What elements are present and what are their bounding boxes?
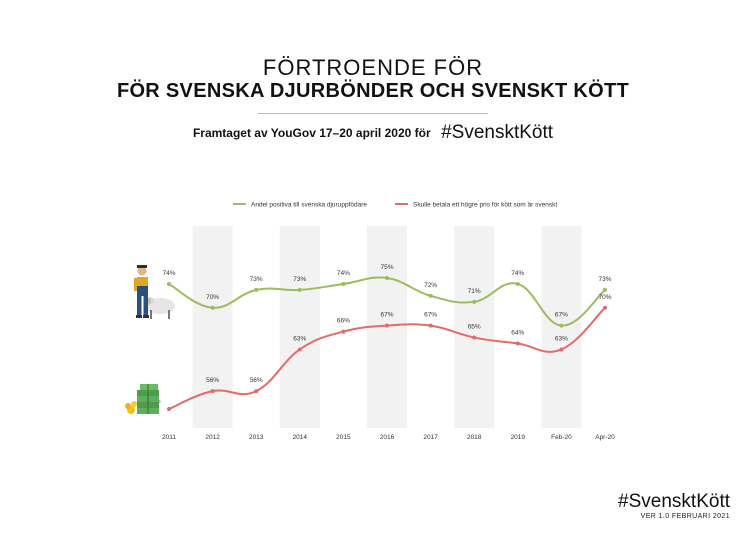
data-label-s0-2019: 74%: [511, 270, 524, 277]
data-label-s0-2011: 74%: [162, 270, 175, 277]
brand-block: #SvensktKött VER 1.0 FEBRUARI 2021: [618, 491, 730, 520]
data-point-s0-2012: [210, 305, 215, 310]
data-label-s1-2013: 56%: [250, 377, 263, 384]
data-label-s0-2016: 75%: [380, 264, 393, 271]
data-label-s1-2019: 64%: [511, 330, 524, 337]
data-point-s0-2019: [515, 281, 520, 286]
data-point-s1-2015: [341, 329, 346, 334]
data-point-s0-2017: [428, 293, 433, 298]
data-label-s0-2018: 71%: [468, 288, 481, 295]
data-point-s0-2011: [167, 281, 171, 286]
data-point-s0-Apr-20: [603, 287, 607, 292]
subtitle-row: Framtaget av YouGov 17–20 april 2020 för…: [0, 122, 746, 144]
x-tick-2015: 2015: [336, 434, 351, 441]
data-point-s1-2019: [515, 341, 520, 346]
shaded-band-2014: [279, 226, 320, 428]
data-point-s0-2013: [254, 287, 259, 292]
chart-title-line2: FÖR SVENSKA DJURBÖNDER OCH SVENSKT KÖTT: [116, 80, 630, 102]
legend-label-1: Skulle betala ett högre pris för kött so…: [413, 202, 557, 209]
data-label-s0-Apr-20: 73%: [598, 276, 611, 283]
x-tick-2018: 2018: [467, 434, 482, 441]
data-label-s0-2012: 70%: [206, 294, 219, 301]
data-label-s1-2015: 66%: [337, 318, 350, 325]
data-points: [167, 276, 607, 411]
data-point-s1-2012: [210, 389, 215, 394]
x-axis-ticks: 2011 2012 2013 2014 2015 2016 2017 2018 2019 Feb-…: [162, 434, 615, 441]
subtitle-hashtag: #SvensktKött: [441, 122, 554, 143]
x-tick-2012: 2012: [205, 434, 220, 441]
footer-hashtag: #SvensktKött: [618, 491, 730, 512]
data-point-s0-2018: [472, 299, 477, 304]
x-tick-Apr-20: Apr-20: [595, 434, 615, 441]
data-point-s0-2014: [297, 287, 302, 292]
data-point-s1-Feb-20: [559, 347, 564, 352]
data-label-s1-Apr-20: 70%: [598, 294, 611, 301]
data-label-s0-2017: 72%: [424, 282, 437, 289]
x-tick-2016: 2016: [380, 434, 395, 441]
legend: Andel positiva till svenska djuruppfödar…: [233, 202, 557, 209]
data-label-s1-2018: 65%: [468, 324, 481, 331]
data-point-s0-Feb-20: [559, 323, 564, 328]
version-label: VER 1.0 FEBRUARI 2021: [640, 513, 730, 520]
chart-title-line1: FÖRTROENDE FÖR: [262, 55, 484, 80]
x-tick-2013: 2013: [249, 434, 264, 441]
data-label-s1-2012: 56%: [206, 377, 219, 384]
data-point-s1-2014: [297, 347, 302, 352]
data-label-s1-2017: 67%: [424, 312, 437, 319]
data-point-s1-2018: [472, 335, 477, 340]
data-point-s1-2011: [167, 407, 171, 411]
data-point-s0-2015: [341, 281, 346, 286]
data-point-s0-2016: [385, 276, 389, 280]
x-tick-Feb-20: Feb-20: [551, 434, 572, 441]
data-point-s1-2013: [254, 389, 259, 394]
data-label-s0-2015: 74%: [337, 270, 350, 277]
shaded-band-2018: [454, 226, 495, 428]
x-tick-2019: 2019: [511, 434, 526, 441]
data-point-s1-2017: [428, 323, 433, 328]
x-tick-2017: 2017: [423, 434, 438, 441]
x-tick-2014: 2014: [293, 434, 308, 441]
data-label-s1-2014: 63%: [293, 335, 306, 342]
data-label-s1-Feb-20: 63%: [555, 335, 568, 342]
data-label-s0-Feb-20: 67%: [555, 312, 568, 319]
data-label-s0-2013: 73%: [250, 276, 263, 283]
money-stack-icon: [125, 384, 159, 414]
data-label-s0-2014: 73%: [293, 276, 306, 283]
data-point-s1-Apr-20: [603, 305, 607, 310]
subtitle: Framtaget av YouGov 17–20 april 2020 för: [192, 126, 431, 140]
data-point-s1-2016: [385, 323, 389, 328]
data-label-s1-2016: 67%: [380, 312, 393, 319]
title-divider: [258, 113, 488, 114]
shaded-band-2012: [192, 226, 233, 428]
legend-label-0: Andel positiva till svenska djuruppfödar…: [251, 202, 367, 209]
data-labels: 74%70%73%73%74%75%72%71%74%67%73%53%56%5…: [147, 264, 611, 405]
farmer-with-sheep-icon: [134, 265, 175, 319]
x-tick-2011: 2011: [162, 434, 176, 441]
